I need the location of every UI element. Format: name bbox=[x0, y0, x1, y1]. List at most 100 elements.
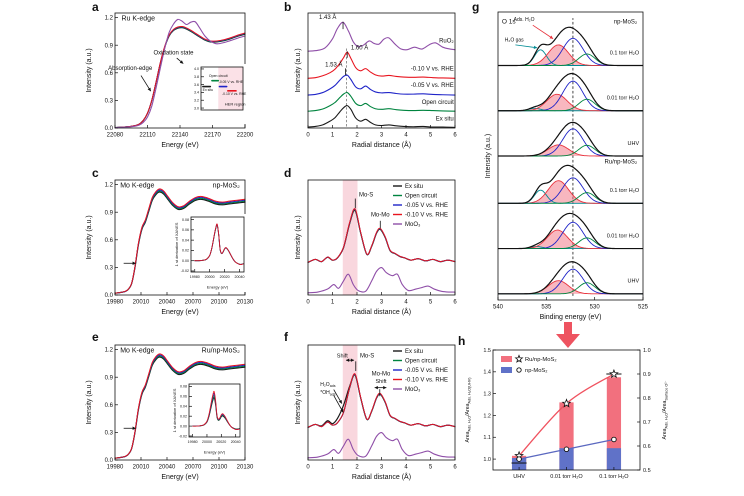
y-axis-label: Intensity (a.u.) bbox=[86, 48, 93, 92]
x-tick-label: 20000 bbox=[202, 440, 212, 444]
arrowhead bbox=[179, 60, 184, 64]
y-axis-label: Intensity (a.u.) bbox=[295, 48, 302, 92]
g-to-h-arrow bbox=[556, 322, 580, 348]
panel-a-letter: a bbox=[92, 0, 99, 14]
x-tick-label: 19980 bbox=[107, 300, 124, 306]
x-tick-label: 2 bbox=[355, 465, 359, 471]
y-tick-label: 1.2 bbox=[105, 348, 114, 354]
panel-e-inset-chart: 19980 20000 20020 20040 -0.02 0.00 0.02 0.04 0.0… bbox=[172, 381, 244, 457]
annotation: Ru/np-MoS₂ bbox=[605, 159, 638, 165]
arrowhead bbox=[383, 385, 387, 390]
y-tick-label: 0.3 bbox=[105, 99, 114, 105]
y-tick-label: 1.1 bbox=[483, 435, 491, 441]
y-tick-label: 0.04 bbox=[182, 238, 189, 242]
y-tick-label: 0.3 bbox=[105, 266, 114, 272]
annotation: np-MoS₂ bbox=[614, 20, 638, 26]
y-axis-label: Intensity (a.u.) bbox=[485, 134, 492, 178]
xps-fill-ru-0.01-torr bbox=[498, 230, 643, 249]
star-marker bbox=[609, 368, 619, 379]
annotation: Mo-S bbox=[359, 192, 373, 198]
series-moo3 bbox=[307, 431, 456, 459]
y-tick-label: 0.08 bbox=[180, 385, 187, 389]
x-tick-label: 22170 bbox=[204, 133, 221, 139]
annotation: Open circuit bbox=[422, 100, 454, 106]
x-tick-label: 22110 bbox=[139, 133, 156, 139]
panel-d-chart: 0 1 2 3 4 5 6 Radial distance (Å) Intensity (a.u… bbox=[295, 179, 457, 316]
series-open-circuit bbox=[307, 91, 456, 112]
y-tick-label: -0.02 bbox=[179, 434, 187, 438]
y-tick-label: 0.6 bbox=[105, 71, 114, 77]
x-tick-label: 5 bbox=[429, 300, 433, 306]
annotation: UHV bbox=[628, 279, 640, 285]
y-tick-label: 0.06 bbox=[182, 228, 189, 232]
x-tick-label: 0 bbox=[306, 300, 310, 306]
annotation: Mo K-edge bbox=[120, 347, 154, 354]
x-tick-label: 1 bbox=[331, 133, 335, 139]
panel-f-letter: f bbox=[284, 330, 288, 344]
x-tick-label: 4 bbox=[404, 300, 408, 306]
panel-g-letter: g bbox=[472, 0, 480, 14]
annotation: 0.01 torr H₂O bbox=[607, 96, 640, 102]
panel-g-chart: 540 535 530 525 Binding energy (eV) Intensity… bbox=[485, 11, 649, 321]
x-tick-label: 19980 bbox=[190, 275, 200, 279]
x-tick-label: 20000 bbox=[205, 275, 215, 279]
arrowhead bbox=[374, 385, 378, 390]
y2-tick-label: 1.0 bbox=[643, 348, 651, 354]
annotation: Mo-S bbox=[360, 354, 374, 360]
star-marker bbox=[561, 398, 572, 408]
x-axis-label: Energy (eV) bbox=[161, 474, 198, 481]
x-tick-label: 0.01 torr H₂O bbox=[550, 474, 583, 480]
x-tick-label: 20100 bbox=[211, 300, 228, 306]
xps-envelope-ru-uhv bbox=[497, 261, 643, 295]
y-tick-label: 0.0 bbox=[105, 458, 114, 464]
y-tick-label: 0.9 bbox=[105, 375, 114, 381]
plot-frame bbox=[188, 383, 241, 438]
annotation: Shift bbox=[376, 379, 387, 385]
annotation: *OHads bbox=[320, 390, 335, 396]
x-tick-label: 20040 bbox=[159, 465, 176, 471]
series-moo3 bbox=[307, 266, 456, 294]
y-tick-label: 3.0 bbox=[194, 106, 199, 110]
x-tick-label: 6 bbox=[453, 133, 457, 139]
x-tick-label: 5 bbox=[429, 465, 433, 471]
arrowhead bbox=[340, 408, 344, 413]
x-tick-label: 4 bbox=[404, 465, 408, 471]
x-axis-label: Binding energy (eV) bbox=[540, 314, 602, 321]
x-tick-label: 6 bbox=[453, 465, 457, 471]
y-tick-label: 1.2 bbox=[105, 183, 114, 189]
arrowhead bbox=[345, 358, 350, 362]
y-axis-label: Intensity (a.u.) bbox=[295, 380, 302, 424]
annotation: Ex situ bbox=[436, 117, 454, 123]
x-tick-label: 1 bbox=[331, 465, 335, 471]
annotation: 0.1 torr H₂O bbox=[610, 50, 640, 56]
y-tick-label: 1.3 bbox=[483, 392, 491, 398]
xps-envelope-np-uhv bbox=[497, 121, 643, 157]
x-tick-label: 22200 bbox=[237, 133, 254, 139]
y-tick-label: 1.2 bbox=[483, 413, 491, 419]
arrowhead bbox=[132, 261, 136, 265]
annotation-line bbox=[515, 44, 538, 49]
series-minus-005 bbox=[307, 74, 456, 96]
y-tick-label: 3.8 bbox=[194, 75, 199, 79]
arrowhead bbox=[533, 45, 538, 50]
y-axis-label: AreaAds. H₂O/AreaAds. H₂O(UHV) bbox=[465, 377, 471, 443]
y-axis-label: Intensity (a.u.) bbox=[86, 215, 93, 259]
annotation: Mo K-edge bbox=[120, 182, 154, 189]
panel-d-letter: d bbox=[284, 166, 292, 180]
y-axis-label: 1 st derivative of XANES bbox=[172, 388, 177, 432]
panel-b-letter: b bbox=[284, 0, 292, 14]
annotation: Open circuit bbox=[209, 74, 228, 78]
y-axis-label: 1 st derivative of XANES bbox=[174, 222, 179, 266]
y-tick-label: 0.08 bbox=[182, 218, 189, 222]
x-tick-label: 1 bbox=[331, 300, 335, 306]
x-tick-label: 5 bbox=[429, 133, 433, 139]
x-tick-label: 20130 bbox=[237, 300, 254, 306]
xps-fill-np-0.01-torr bbox=[498, 94, 643, 111]
annotation: Ru/np-MoS₂ bbox=[202, 347, 240, 354]
y-tick-label: 3.2 bbox=[194, 98, 199, 102]
legend-label: -0.10 V vs. RHE bbox=[405, 378, 448, 384]
y-axis-label: Intensity (a.u.) bbox=[86, 380, 93, 424]
annotation: -0.05 V vs. RHE bbox=[219, 80, 244, 84]
y2-tick-label: 0.7 bbox=[643, 420, 651, 426]
